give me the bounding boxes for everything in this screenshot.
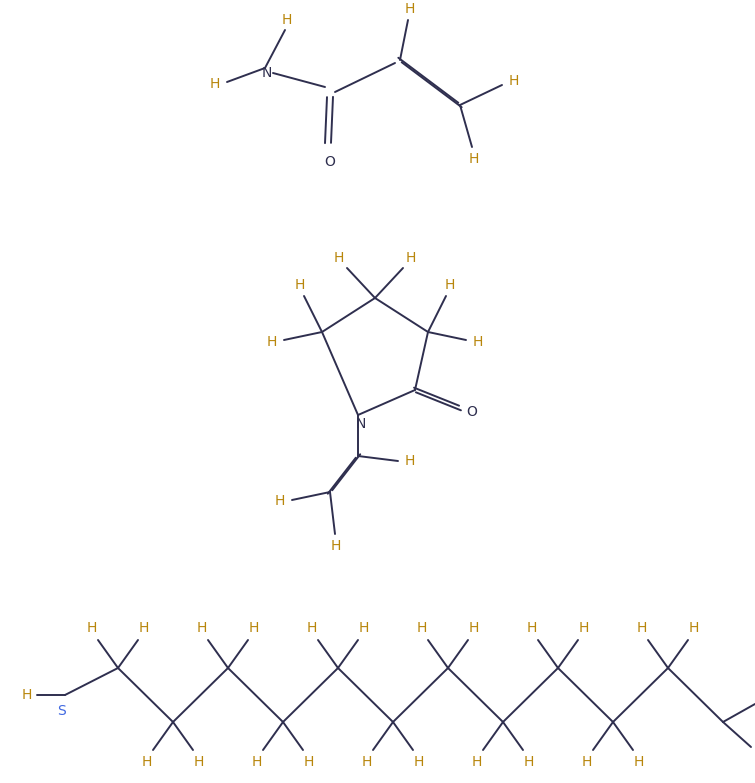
Text: H: H: [414, 755, 424, 769]
Text: H: H: [469, 152, 479, 166]
Text: H: H: [405, 2, 415, 16]
Text: H: H: [472, 755, 482, 769]
Text: H: H: [417, 621, 427, 635]
Text: S: S: [57, 704, 66, 718]
Text: H: H: [139, 621, 149, 635]
Text: H: H: [469, 621, 479, 635]
Text: H: H: [304, 755, 314, 769]
Text: H: H: [362, 755, 372, 769]
Text: N: N: [356, 417, 366, 431]
Text: H: H: [633, 755, 644, 769]
Text: H: H: [509, 74, 519, 88]
Text: H: H: [22, 688, 32, 702]
Text: H: H: [359, 621, 369, 635]
Text: O: O: [325, 155, 335, 169]
Text: H: H: [331, 539, 341, 553]
Text: N: N: [262, 66, 273, 80]
Text: H: H: [249, 621, 259, 635]
Text: H: H: [445, 278, 455, 292]
Text: H: H: [524, 755, 535, 769]
Text: H: H: [267, 335, 277, 349]
Text: H: H: [689, 621, 699, 635]
Text: H: H: [334, 251, 344, 265]
Text: H: H: [406, 251, 416, 265]
Text: O: O: [467, 405, 477, 419]
Text: H: H: [252, 755, 262, 769]
Text: H: H: [294, 278, 305, 292]
Text: H: H: [579, 621, 589, 635]
Text: H: H: [527, 621, 538, 635]
Text: H: H: [282, 13, 292, 27]
Text: H: H: [473, 335, 483, 349]
Text: H: H: [636, 621, 647, 635]
Text: H: H: [210, 77, 220, 91]
Text: H: H: [275, 494, 285, 508]
Text: H: H: [582, 755, 592, 769]
Text: H: H: [307, 621, 317, 635]
Text: H: H: [405, 454, 415, 468]
Text: H: H: [194, 755, 204, 769]
Text: H: H: [197, 621, 207, 635]
Text: H: H: [142, 755, 153, 769]
Text: H: H: [753, 747, 755, 761]
Text: H: H: [87, 621, 97, 635]
